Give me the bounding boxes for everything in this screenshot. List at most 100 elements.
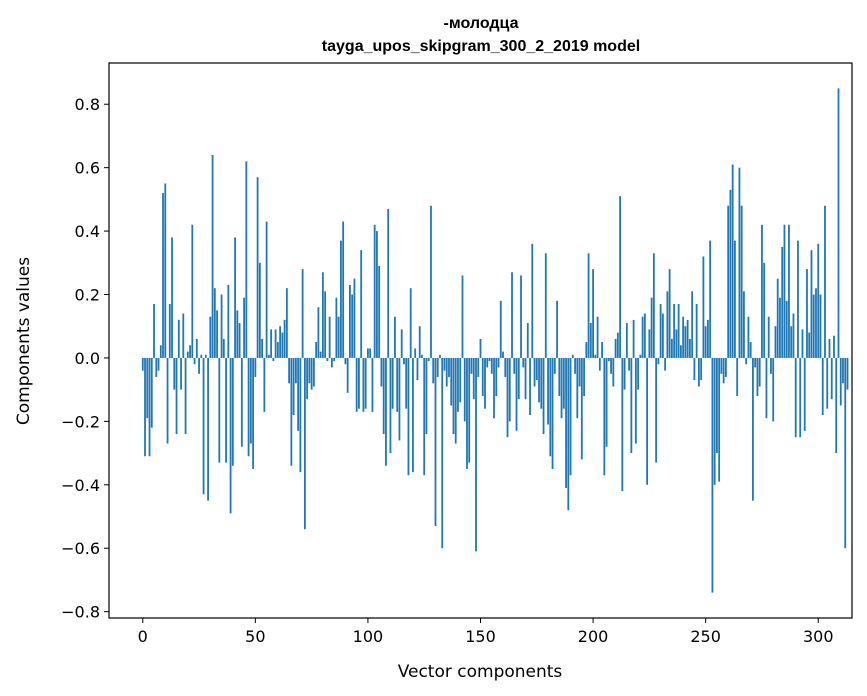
bar-216: [628, 357, 630, 371]
bar-116: [403, 357, 405, 365]
bar-37: [225, 357, 227, 463]
bar-148: [475, 357, 477, 552]
bar-282: [776, 278, 779, 358]
bar-49: [252, 357, 254, 469]
bar-262: [731, 164, 734, 358]
bar-0: [141, 357, 144, 371]
x-tick-label: 150: [465, 627, 496, 646]
bar-272: [754, 357, 757, 368]
bar-25: [198, 357, 200, 374]
bar-258: [722, 357, 725, 384]
bar-177: [540, 357, 543, 409]
bar-239: [679, 345, 682, 358]
bar-7: [157, 357, 160, 371]
bar-86: [335, 297, 338, 358]
bar-140: [457, 357, 459, 412]
bar-59: [274, 329, 277, 358]
bar-192: [574, 357, 576, 374]
bar-284: [781, 246, 784, 358]
bar-300: [817, 243, 820, 358]
bar-122: [416, 357, 419, 381]
bar-61: [279, 326, 282, 358]
bar-43: [238, 323, 241, 358]
bar-1: [144, 357, 146, 457]
bar-143: [463, 357, 466, 422]
bar-186: [560, 357, 563, 419]
bar-76: [312, 357, 315, 387]
bar-248: [700, 357, 703, 381]
bar-309: [837, 88, 840, 358]
bar-172: [529, 357, 531, 416]
bar-249: [702, 256, 705, 358]
bar-212: [619, 196, 621, 358]
y-axis-label: Components values: [14, 257, 34, 425]
bar-269: [747, 316, 750, 358]
bar-117: [405, 357, 408, 409]
bar-147: [472, 357, 475, 400]
bar-308: [835, 357, 838, 454]
bar-223: [643, 313, 646, 358]
bar-214: [623, 357, 626, 390]
bar-294: [803, 357, 806, 431]
bar-229: [657, 357, 660, 365]
x-tick-label: 200: [578, 627, 609, 646]
bar-299: [815, 288, 817, 358]
bar-67: [292, 357, 295, 416]
bar-104: [376, 231, 378, 358]
x-ticks-group: 0 50 100 150 200 250 300: [138, 618, 834, 646]
bar-220: [637, 357, 640, 390]
bar-250: [704, 326, 707, 358]
bar-189: [567, 357, 570, 511]
bar-287: [788, 224, 790, 358]
bar-199: [589, 323, 592, 358]
bar-70: [299, 357, 302, 473]
bar-9: [162, 193, 164, 358]
bar-64: [285, 288, 288, 358]
bar-268: [745, 357, 748, 365]
bar-113: [396, 357, 399, 412]
bar-55: [265, 221, 268, 358]
bar-2: [146, 357, 149, 419]
bar-128: [430, 205, 432, 358]
bar-211: [616, 332, 619, 358]
bar-175: [535, 357, 538, 381]
bar-110: [389, 357, 392, 454]
bar-126: [425, 357, 428, 435]
bar-164: [511, 272, 513, 358]
bar-101: [369, 348, 372, 358]
bar-301: [819, 294, 822, 358]
bar-252: [709, 240, 712, 358]
bar-259: [725, 357, 727, 377]
bar-120: [412, 357, 414, 473]
bar-273: [756, 357, 759, 396]
bar-225: [648, 329, 651, 358]
bar-209: [612, 357, 615, 387]
bar-28: [204, 354, 207, 358]
bar-69: [297, 357, 300, 431]
bar-207: [607, 357, 610, 362]
bar-41: [234, 237, 236, 358]
bar-312: [844, 357, 847, 549]
bar-155: [490, 357, 493, 374]
bar-106: [380, 357, 383, 387]
bar-153: [486, 357, 489, 368]
bar-154: [488, 357, 491, 362]
bar-134: [443, 357, 446, 371]
chart-title-line2: tayga_upos_skipgram_300_2_2019 model: [322, 38, 640, 55]
bar-218: [632, 319, 635, 358]
bar-20: [186, 351, 189, 358]
bar-146: [470, 357, 473, 374]
bar-234: [668, 269, 671, 358]
bar-270: [749, 342, 752, 358]
bar-111: [391, 357, 394, 409]
bar-188: [565, 357, 567, 488]
bar-15: [175, 357, 178, 435]
bar-298: [812, 294, 815, 358]
bar-71: [301, 269, 304, 358]
bar-4: [150, 357, 153, 428]
bar-75: [310, 357, 313, 390]
bar-215: [625, 323, 628, 358]
bar-98: [362, 357, 365, 412]
bar-235: [670, 338, 673, 358]
bar-63: [283, 319, 286, 358]
